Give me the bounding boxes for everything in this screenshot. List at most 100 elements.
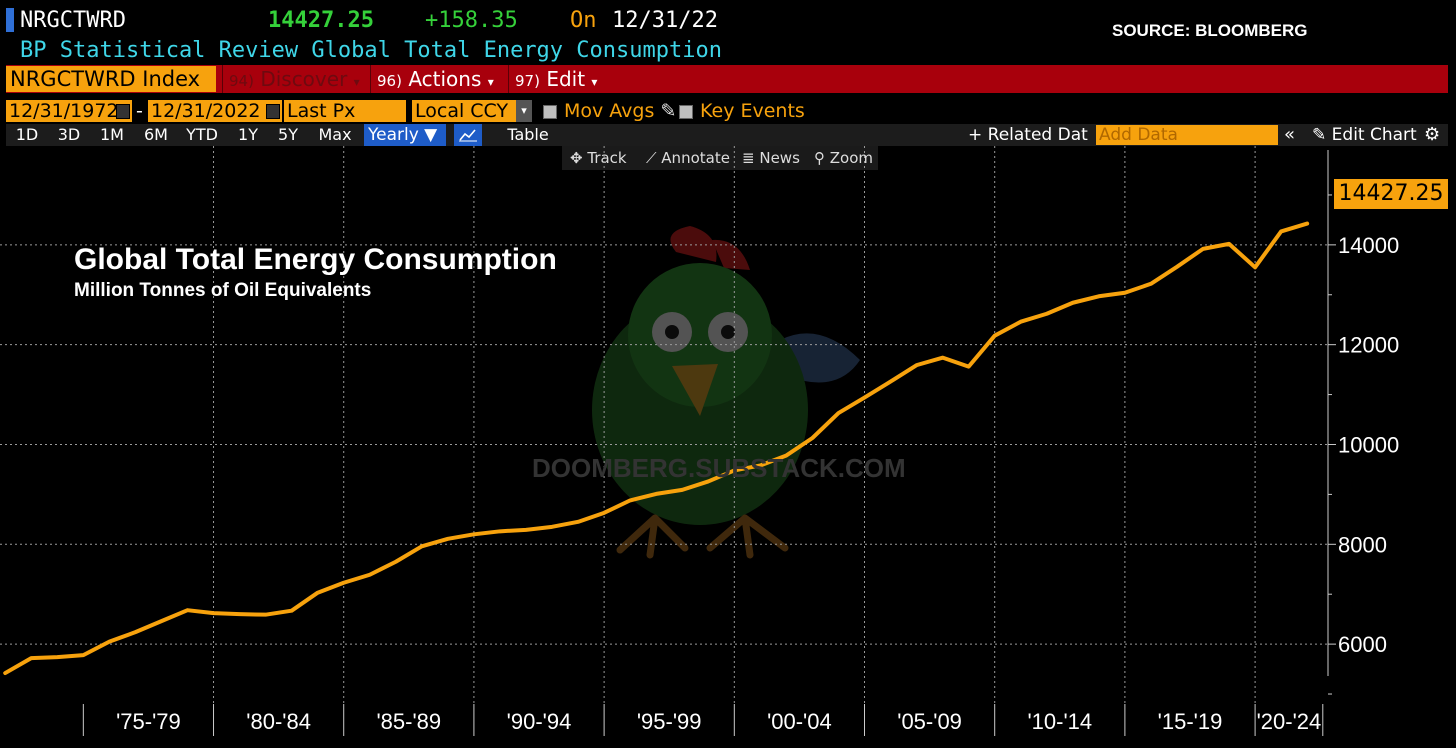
x-tick-label: '20-'24 [1257,709,1322,734]
end-date-value: 12/31/2022 [151,100,261,122]
as-of-label: On [570,8,597,33]
y-tick-label: 14000 [1338,233,1399,258]
data-point [1123,291,1127,295]
pencil-icon[interactable]: ✎ [660,100,677,122]
data-point [628,498,632,502]
price-change: +158.35 [425,8,518,33]
data-point [1279,229,1283,233]
last-value-tag: 14427.25 [1334,179,1448,209]
discover-menu[interactable]: 94) Discover ▾ [222,65,368,93]
x-tick-label: '15-'19 [1158,709,1223,734]
data-point [1305,222,1309,226]
zoom-tool[interactable]: ⚲ Zoom [814,149,874,167]
key-events-label: Key Events [700,100,805,122]
data-point [602,511,606,515]
data-point [238,612,242,616]
crosshair-icon: ✥ [570,149,583,167]
range-max-button[interactable]: Max [318,125,352,144]
series-layer [3,221,1310,676]
x-tick-label: '85-'89 [376,709,441,734]
security-field[interactable]: NRGCTWRD Index [6,66,216,92]
x-tick-label: '10-'14 [1027,709,1092,734]
table-button[interactable]: Table [507,125,549,144]
end-date-field[interactable]: 12/31/2022 [148,100,282,122]
x-tick-label: '90-'94 [507,709,572,734]
watermark-text: DOOMBERG.SUBSTACK.COM [532,453,906,483]
data-point [1227,242,1231,246]
range-ytd-button[interactable]: YTD [186,125,218,144]
data-point [654,492,658,496]
chart-subtitle: Million Tonnes of Oil Equivalents [74,280,372,301]
line-chart-icon[interactable] [454,124,482,146]
x-tick-label: '75-'79 [116,709,181,734]
gear-icon[interactable]: ⚙ [1424,124,1441,145]
annotate-tool[interactable]: ⟋ Annotate [646,149,730,167]
double-chevron-left-icon[interactable]: « [1284,124,1296,145]
y-tick-label: 8000 [1338,532,1387,557]
data-point [55,655,59,659]
data-point [915,363,919,367]
data-point [107,640,111,644]
data-point [264,613,268,617]
price-field-select[interactable]: Last Px [284,100,406,122]
zoom-icon: ⚲ [814,149,825,167]
data-point [1045,312,1049,316]
data-point [1097,294,1101,298]
data-point [576,520,580,524]
related-data-button[interactable]: + Related Dat [968,125,1088,145]
edit-menu[interactable]: 97) Edit ▾ [508,65,606,93]
key-events-checkbox[interactable] [679,105,693,119]
as-of-date: 12/31/22 [612,8,718,33]
x-tick-label: '00-'04 [767,709,832,734]
data-point [159,619,163,623]
y-tick-label: 10000 [1338,432,1399,457]
data-point [1253,265,1257,269]
data-point [290,609,294,613]
mov-avgs-checkbox[interactable] [543,105,557,119]
data-point [498,529,502,533]
range-1m-button[interactable]: 1M [100,125,124,144]
start-date-field[interactable]: 12/31/1972 [6,100,132,122]
data-point [29,656,33,660]
data-point [316,591,320,595]
range-3d-button[interactable]: 3D [57,125,81,144]
edit-chart-button[interactable]: ✎ Edit Chart [1312,124,1417,146]
range-6m-button[interactable]: 6M [144,125,168,144]
last-price: 14427.25 [268,8,374,33]
x-tick-label: '95-'99 [637,709,702,734]
chevron-down-icon[interactable]: ▾ [516,100,532,122]
data-point [732,468,736,472]
axes: 6000 8000 10000 12000 14000 '75-'79 '80-'84 '85… [82,150,1399,736]
news-tool[interactable]: ≣ News [742,149,800,167]
data-point [342,581,346,585]
pencil-icon: ✎ [1312,125,1327,145]
frequency-select[interactable]: Yearly ▼ [364,124,446,146]
data-point [1201,247,1205,251]
track-tool[interactable]: ✥ Track [570,149,627,167]
data-point [550,525,554,529]
x-tick-label: '05-'09 [897,709,962,734]
data-point [1175,265,1179,269]
calendar-icon[interactable] [116,104,130,119]
range-1y-button[interactable]: 1Y [238,125,258,144]
chart-title: Global Total Energy Consumption [74,243,557,276]
data-point [784,453,788,457]
data-point [133,630,137,634]
data-point [680,488,684,492]
calendar-icon[interactable] [266,104,280,119]
add-data-input[interactable]: Add Data [1096,125,1278,145]
currency-select[interactable]: Local CCY ▾ [412,100,532,122]
actions-menu[interactable]: 96) Actions ▾ [370,65,506,93]
range-1d-button[interactable]: 1D [15,125,39,144]
range-5y-button[interactable]: 5Y [278,125,298,144]
data-point [3,671,7,675]
date-range-dash: - [136,100,143,122]
chevron-down-icon: ▾ [591,75,598,89]
data-point [81,653,85,657]
y-tick-label: 12000 [1338,333,1399,358]
source-label: SOURCE: BLOOMBERG [1112,21,1308,40]
annotate-icon: ⟋ [646,149,657,167]
edit-menu-label: Edit [546,67,586,91]
data-point [368,573,372,577]
